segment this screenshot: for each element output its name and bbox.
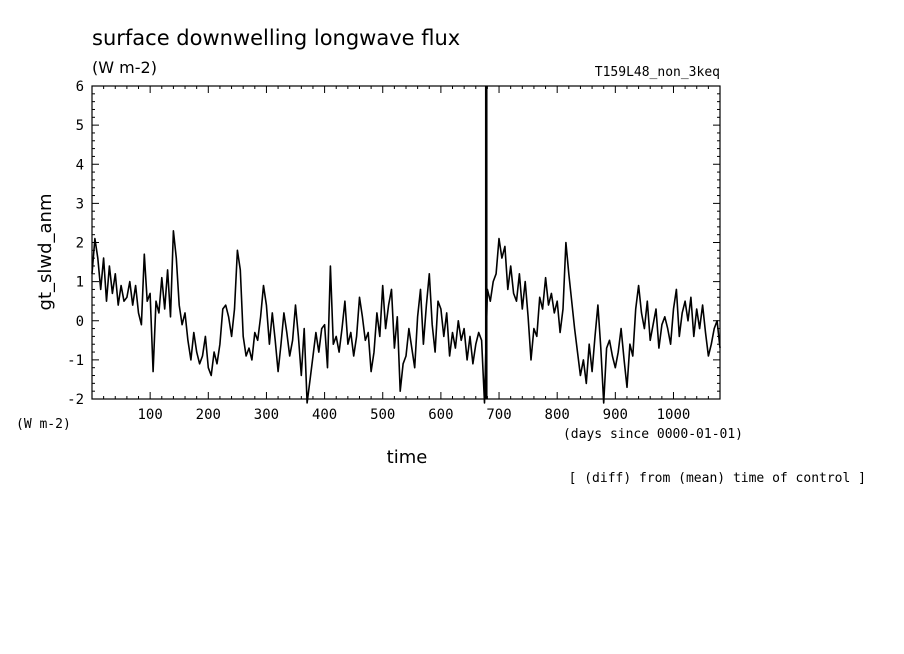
plot-frame — [91, 85, 721, 400]
x-tick-label: 600 — [428, 407, 453, 423]
x-tick-label: 400 — [312, 407, 337, 423]
x-tick-label: 1000 — [657, 407, 691, 423]
x-tick-label: 700 — [486, 407, 511, 423]
y-axis-unit: (W m-2) — [16, 417, 71, 432]
y-tick-label: 3 — [76, 196, 84, 212]
x-axis-label: time — [387, 447, 428, 468]
y-tick-label: 4 — [76, 157, 84, 173]
x-tick-label: 900 — [603, 407, 628, 423]
y-tick-label: 6 — [76, 79, 84, 95]
y-tick-label: 1 — [76, 275, 84, 291]
y-tick-label: 5 — [76, 118, 84, 134]
x-tick-label: 500 — [370, 407, 395, 423]
y-tick-label: 2 — [76, 236, 84, 252]
y-axis-label: gt_slwd_anm — [35, 194, 56, 311]
y-ticks: -2 -1 0 1 2 3 4 5 6 — [67, 79, 720, 408]
y-tick-label: -1 — [67, 353, 84, 369]
chart-note: [ (diff) from (mean) time of control ] — [569, 471, 866, 486]
plot-area — [91, 86, 721, 404]
x-ticks: 100 200 300 400 500 600 700 800 900 1000 — [103, 86, 709, 423]
title-unit: (W m-2) — [92, 58, 157, 77]
chart-title: surface downwelling longwave flux — [92, 26, 460, 50]
x-tick-label: 300 — [254, 407, 279, 423]
y-tick-label: 0 — [76, 314, 84, 330]
series-line — [91, 230, 721, 404]
x-axis-unit: (days since 0000-01-01) — [563, 427, 743, 442]
x-tick-label: 800 — [545, 407, 570, 423]
x-tick-label: 200 — [196, 407, 221, 423]
run-label: T159L48_non_3keq — [595, 65, 720, 80]
x-tick-label: 100 — [137, 407, 162, 423]
y-tick-label: -2 — [67, 392, 84, 408]
